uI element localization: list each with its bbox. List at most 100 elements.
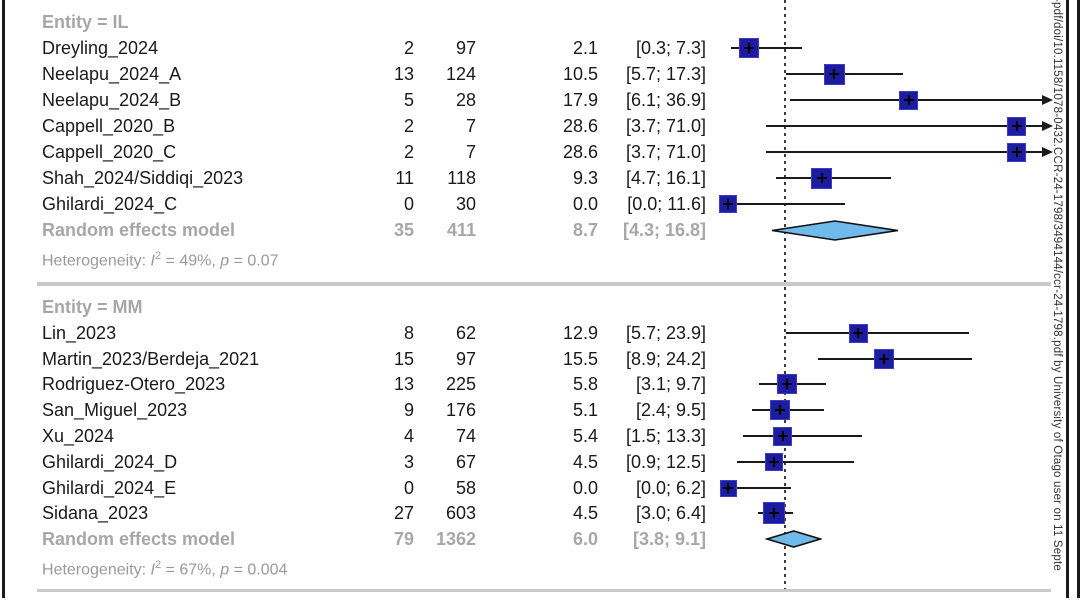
ci-line bbox=[731, 47, 802, 49]
events-value: 35 bbox=[393, 220, 414, 240]
ci-line bbox=[728, 487, 791, 489]
events-value: 13 bbox=[393, 374, 414, 394]
ci-value: [0.0; 6.2] bbox=[635, 478, 706, 498]
watermark-text: -pdf/doi/10.1158/1078-0432.CCR-24-1798/3… bbox=[1051, 0, 1063, 571]
ci-value: [8.9; 24.2] bbox=[625, 349, 706, 369]
heterogeneity-prefix: Heterogeneity: bbox=[42, 252, 151, 270]
ci-line bbox=[775, 177, 891, 179]
point-marker-v bbox=[748, 43, 751, 53]
events-value: 2 bbox=[403, 116, 414, 136]
ci-value: [4.3; 16.8] bbox=[622, 220, 706, 240]
ci-value: [3.1; 9.7] bbox=[635, 374, 706, 394]
ci-value: [1.5; 13.3] bbox=[625, 426, 706, 446]
estimate-value: 4.5 bbox=[572, 452, 598, 472]
point-marker-v bbox=[883, 354, 886, 364]
events-value: 0 bbox=[403, 478, 414, 498]
p-value: = 0.07 bbox=[229, 252, 279, 270]
total-value: 62 bbox=[455, 323, 476, 343]
events-value: 9 bbox=[403, 400, 414, 420]
total-value: 176 bbox=[445, 400, 476, 420]
study-label: Lin_2023 bbox=[42, 323, 117, 343]
study-label: Ghilardi_2024_E bbox=[42, 478, 177, 498]
ci-value: [3.7; 71.0] bbox=[625, 116, 706, 136]
point-marker-v bbox=[772, 457, 775, 467]
i-squared-exponent: 2 bbox=[154, 559, 162, 571]
events-value: 4 bbox=[403, 426, 414, 446]
total-value: 603 bbox=[445, 503, 476, 523]
ci-line bbox=[728, 203, 846, 205]
heterogeneity-prefix: Heterogeneity: bbox=[42, 561, 151, 579]
estimate-value: 2.1 bbox=[572, 38, 598, 58]
ci-line bbox=[765, 151, 1044, 153]
study-label: Ghilardi_2024_C bbox=[42, 194, 178, 214]
events-value: 0 bbox=[403, 194, 414, 214]
estimate-value: 15.5 bbox=[562, 349, 598, 369]
ci-value: [4.7; 16.1] bbox=[625, 168, 706, 188]
study-label: Neelapu_2024_B bbox=[42, 90, 182, 110]
arrow-right-icon bbox=[1042, 95, 1053, 105]
study-label: Random effects model bbox=[42, 529, 236, 549]
ci-line bbox=[785, 332, 970, 334]
events-value: 15 bbox=[393, 349, 414, 369]
events-value: 8 bbox=[403, 323, 414, 343]
point-marker-v bbox=[820, 173, 823, 183]
total-value: 118 bbox=[447, 168, 476, 188]
arrow-right-icon bbox=[1042, 147, 1053, 157]
estimate-value: 5.1 bbox=[572, 400, 598, 420]
ci-value: [6.1; 36.9] bbox=[625, 90, 706, 110]
total-value: 97 bbox=[455, 38, 476, 58]
total-value: 124 bbox=[445, 64, 476, 84]
pooled-diamond bbox=[771, 219, 898, 241]
total-value: 58 bbox=[455, 478, 476, 498]
events-value: 5 bbox=[403, 90, 414, 110]
i-squared-value: = 67%, bbox=[161, 561, 221, 579]
estimate-value: 28.6 bbox=[562, 116, 598, 136]
total-value: 30 bbox=[455, 194, 476, 214]
total-value: 411 bbox=[446, 220, 476, 240]
point-marker-v bbox=[781, 431, 784, 441]
study-label: Cappell_2020_C bbox=[42, 142, 177, 162]
p-symbol: p bbox=[220, 252, 230, 270]
study-label: Neelapu_2024_A bbox=[42, 64, 182, 84]
ci-value: [3.7; 71.0] bbox=[625, 142, 706, 162]
events-value: 2 bbox=[403, 142, 414, 162]
group-separator bbox=[37, 282, 1051, 286]
estimate-value: 5.8 bbox=[572, 374, 598, 394]
study-label: Dreyling_2024 bbox=[42, 38, 159, 58]
point-marker-v bbox=[727, 199, 730, 209]
total-value: 7 bbox=[465, 116, 476, 136]
ci-value: [3.0; 6.4] bbox=[635, 503, 706, 523]
ci-value: [0.0; 11.6] bbox=[627, 194, 706, 214]
events-value: 27 bbox=[393, 503, 414, 523]
group-header: Entity = IL bbox=[42, 12, 129, 32]
point-marker-v bbox=[778, 405, 781, 415]
estimate-value: 4.5 bbox=[572, 503, 598, 523]
right-frame-border bbox=[1066, 0, 1069, 598]
events-value: 11 bbox=[395, 168, 414, 188]
study-label: Martin_2023/Berdeja_2021 bbox=[42, 349, 260, 369]
estimate-value: 5.4 bbox=[572, 426, 598, 446]
total-value: 28 bbox=[455, 90, 476, 110]
p-symbol: p bbox=[220, 561, 230, 579]
study-label: Sidana_2023 bbox=[42, 503, 149, 523]
point-marker-v bbox=[772, 508, 775, 518]
page-edge-border bbox=[1077, 0, 1080, 598]
i-squared-symbol: I bbox=[150, 252, 155, 270]
bottom-separator bbox=[37, 589, 1051, 592]
study-label: Xu_2024 bbox=[42, 426, 115, 446]
i-squared-exponent: 2 bbox=[154, 250, 162, 262]
study-label: Ghilardi_2024_D bbox=[42, 452, 178, 472]
ci-value: [3.8; 9.1] bbox=[632, 529, 706, 549]
p-value: = 0.004 bbox=[229, 561, 288, 579]
study-label: Shah_2024/Siddiqi_2023 bbox=[42, 168, 244, 188]
pooled-diamond bbox=[764, 530, 822, 548]
study-label: Random effects model bbox=[42, 220, 236, 240]
point-marker-v bbox=[1015, 147, 1018, 157]
events-value: 79 bbox=[393, 529, 414, 549]
study-label: Rodriguez-Otero_2023 bbox=[42, 374, 226, 394]
estimate-value: 0.0 bbox=[572, 478, 598, 498]
events-value: 13 bbox=[393, 64, 414, 84]
point-marker-v bbox=[727, 483, 730, 493]
